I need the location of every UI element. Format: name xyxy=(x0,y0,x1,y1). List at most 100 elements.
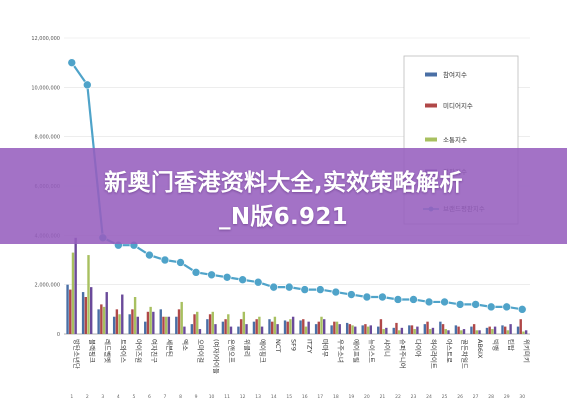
rank-label: 15 xyxy=(286,394,292,400)
bar xyxy=(175,316,178,334)
bar xyxy=(112,316,116,334)
bar xyxy=(245,324,248,334)
bar xyxy=(255,319,258,334)
bars xyxy=(66,237,528,334)
rank-label: 13 xyxy=(255,394,261,400)
rank-label: 30 xyxy=(519,394,525,400)
rank-label: 16 xyxy=(302,394,308,400)
rank-label: 14 xyxy=(271,394,277,400)
bar xyxy=(237,326,240,334)
rank-label: 24 xyxy=(426,394,432,400)
bar xyxy=(190,324,194,334)
bar xyxy=(501,325,504,334)
line-point xyxy=(176,258,185,267)
line-point xyxy=(191,268,201,277)
rank-label: 8 xyxy=(179,394,182,400)
bar xyxy=(121,294,124,334)
bar xyxy=(224,319,227,334)
x-tick-label: 빅뱅 xyxy=(492,339,501,351)
bar xyxy=(74,237,77,334)
line-point xyxy=(424,297,434,307)
legend-swatch xyxy=(425,72,437,77)
bar xyxy=(441,324,445,334)
legend-label: 소통지수 xyxy=(443,135,467,144)
line-point xyxy=(300,285,310,294)
bar xyxy=(416,326,419,334)
bar xyxy=(211,311,214,334)
bar xyxy=(128,314,131,334)
line-point xyxy=(409,295,418,304)
rank-label: 2 xyxy=(86,394,89,400)
y-tick-label: 2,000,000 xyxy=(35,283,60,289)
bar xyxy=(100,304,103,334)
rank-label: 18 xyxy=(333,394,339,400)
bar xyxy=(242,311,246,334)
bar xyxy=(366,326,370,334)
line-point xyxy=(253,277,263,287)
bar xyxy=(338,324,341,334)
x-tick-label: 방탄소년단 xyxy=(72,339,81,369)
line-point xyxy=(517,305,527,314)
bar xyxy=(397,330,401,334)
x-tick-label: NCT xyxy=(274,339,282,352)
line-point xyxy=(222,272,232,282)
bar xyxy=(426,321,429,334)
x-tick-label: 슈퍼주니어 xyxy=(398,339,407,369)
x-tick-label: 오마이걸 xyxy=(197,339,206,363)
x-tick-label: 온앤오프 xyxy=(228,339,237,363)
bar xyxy=(131,309,134,334)
bar xyxy=(462,329,466,334)
x-tick-label: 트와이스 xyxy=(119,339,128,363)
bar xyxy=(333,321,336,334)
bar xyxy=(379,319,383,334)
bar xyxy=(392,327,395,334)
x-tick-label: AB6IX xyxy=(476,339,484,359)
bar xyxy=(506,330,510,334)
bar xyxy=(413,329,416,334)
bar xyxy=(395,322,398,334)
x-tick-label: 샤이니 xyxy=(383,339,392,357)
rank-label: 25 xyxy=(442,394,448,400)
bar xyxy=(369,325,372,334)
bar xyxy=(136,316,139,334)
bar xyxy=(382,329,385,334)
rank-label: 1 xyxy=(70,394,73,400)
x-tick-label: 다이아 xyxy=(414,339,423,357)
bar xyxy=(102,306,106,334)
bar xyxy=(400,327,404,334)
bar xyxy=(180,301,183,334)
rank-label: 11 xyxy=(224,394,230,400)
overlay-banner: 新奥门香港资料大全,实效策略解析 _N版6.921 xyxy=(0,148,567,244)
line-point xyxy=(393,295,403,304)
rank-label: 21 xyxy=(380,394,386,400)
bar xyxy=(410,325,414,334)
bar xyxy=(320,316,323,334)
bar xyxy=(330,325,333,334)
rank-label: 10 xyxy=(209,394,215,400)
bar xyxy=(423,324,427,334)
line-point xyxy=(362,292,372,302)
x-tick-label: 위키미키 xyxy=(523,339,532,363)
bar xyxy=(289,319,292,334)
bar xyxy=(90,287,93,334)
rank-label: 22 xyxy=(395,394,401,400)
bar xyxy=(493,326,497,334)
bar xyxy=(361,325,364,334)
bar xyxy=(239,319,243,334)
bar xyxy=(260,326,264,334)
bar xyxy=(105,292,108,334)
rank-label: 12 xyxy=(240,394,246,400)
bar xyxy=(323,319,326,334)
bar xyxy=(488,326,491,334)
line-point xyxy=(331,287,341,297)
bar xyxy=(177,309,181,334)
bar xyxy=(447,330,450,334)
bar xyxy=(524,330,528,334)
bar xyxy=(283,320,287,334)
bar xyxy=(364,324,367,334)
bar xyxy=(504,326,507,334)
bar xyxy=(162,316,165,334)
bar xyxy=(193,314,196,334)
line-point xyxy=(440,297,449,307)
